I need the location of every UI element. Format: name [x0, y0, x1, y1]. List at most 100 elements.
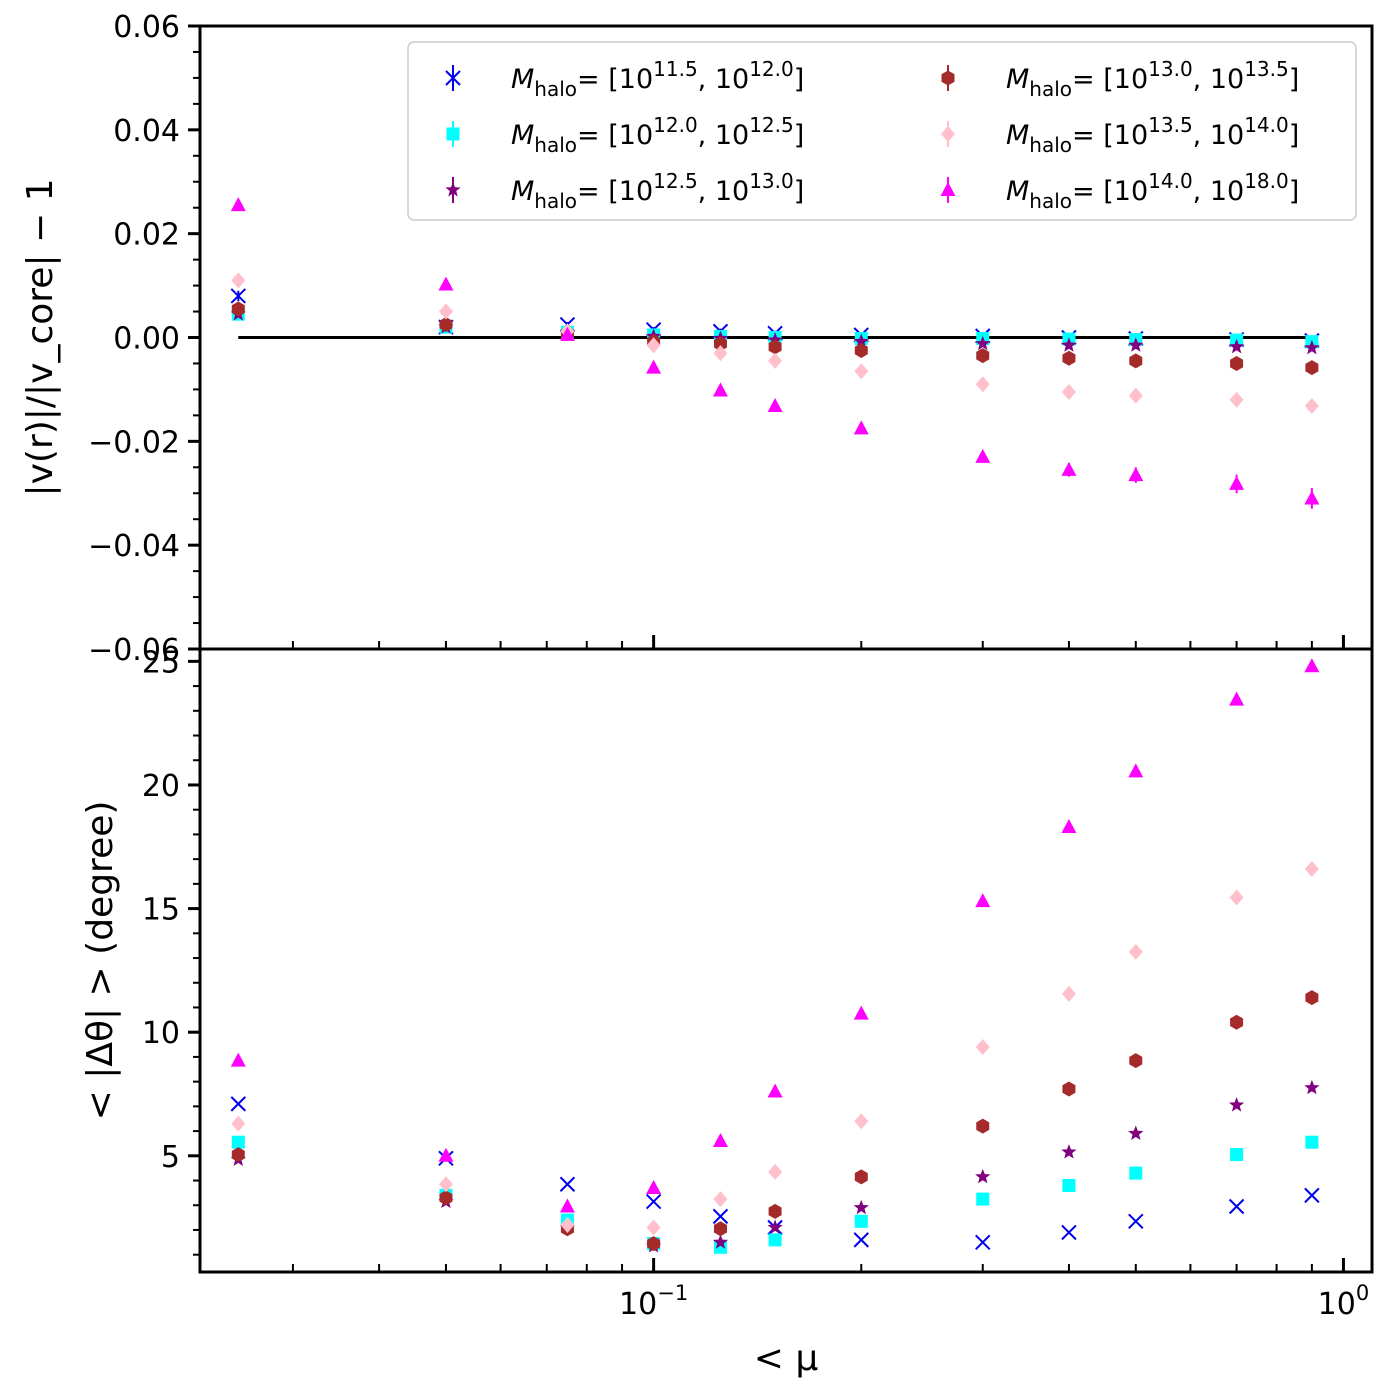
y-tick-label: 25 — [142, 645, 180, 680]
data-point — [1061, 1224, 1077, 1241]
data-point — [438, 1176, 453, 1193]
axis-labels: |v(r)|/|v_core| − 1 < |Δθ| > (degree) < μ — [20, 178, 818, 1379]
data-point — [439, 1190, 453, 1206]
data-point — [768, 352, 783, 369]
data-point — [230, 1052, 246, 1067]
data-point — [853, 1232, 869, 1248]
data-point — [767, 332, 783, 347]
data-point — [1230, 1014, 1244, 1030]
data-point — [768, 339, 782, 355]
data-point — [1304, 339, 1320, 355]
data-point — [1128, 337, 1144, 352]
data-point — [1305, 990, 1319, 1006]
data-point — [976, 348, 990, 364]
data-point — [231, 272, 246, 289]
data-point — [231, 1147, 245, 1163]
data-point — [976, 1118, 990, 1134]
data-point — [713, 336, 727, 352]
top-y-axis-label: |v(r)|/|v_core| − 1 — [20, 178, 61, 496]
data-point — [231, 301, 245, 317]
data-point — [1229, 391, 1244, 408]
legend-marker — [941, 70, 955, 86]
y-tick-label: 20 — [142, 769, 180, 804]
legend-label: Mhalo= [1012.5, 1013.0] — [511, 169, 804, 213]
data-point — [975, 448, 991, 463]
data-point — [438, 1147, 454, 1162]
data-point — [1305, 360, 1319, 376]
bottom-series-3 — [231, 990, 1319, 1252]
data-point — [1229, 691, 1245, 706]
y-tick-label: 0.04 — [113, 114, 180, 149]
data-point — [1061, 1144, 1077, 1159]
y-tick-label: 0.02 — [113, 218, 180, 253]
data-point — [767, 1219, 783, 1234]
data-point — [1061, 384, 1076, 401]
data-point — [559, 1176, 576, 1192]
data-point — [768, 1233, 782, 1247]
data-point — [1128, 387, 1143, 404]
data-point — [1061, 819, 1077, 833]
data-point — [1304, 1187, 1320, 1204]
data-point — [975, 335, 991, 351]
data-point — [646, 337, 661, 354]
data-point — [713, 345, 728, 362]
data-point — [768, 1203, 782, 1219]
data-point — [853, 420, 869, 435]
data-point — [647, 1236, 661, 1252]
data-point — [854, 363, 869, 380]
data-point — [975, 1168, 991, 1184]
legend-marker — [446, 127, 460, 141]
legend-label: Mhalo= [1013.0, 1013.5] — [1006, 57, 1299, 101]
bottom-series-5 — [230, 658, 1320, 1213]
legend-label: Mhalo= [1014.0, 1018.0] — [1006, 169, 1299, 213]
bottom-axes-frame — [198, 647, 1374, 1274]
data-point — [1128, 763, 1144, 778]
legend-label: Mhalo= [1012.0, 1012.5] — [511, 113, 804, 157]
data-point — [712, 1208, 729, 1225]
data-point — [230, 1096, 247, 1112]
y-tick-label: −0.04 — [88, 529, 180, 564]
legend-marker — [941, 126, 955, 142]
data-point — [230, 197, 246, 212]
x-tick-label: 10−1 — [619, 1281, 688, 1322]
data-point — [1228, 1097, 1245, 1112]
data-point — [1228, 1198, 1245, 1215]
data-point — [559, 1198, 575, 1213]
data-point — [1128, 467, 1144, 482]
data-point — [1128, 1125, 1144, 1141]
data-point — [768, 1163, 783, 1180]
data-point — [1230, 355, 1244, 371]
legend-marker — [445, 70, 461, 86]
x-tick-label: 100 — [1318, 1281, 1370, 1322]
top-panel: −0.06 −0.04 −0.02 0.00 0.02 0.04 0.06 — [88, 10, 1374, 668]
data-point — [646, 1179, 662, 1194]
data-point — [560, 1217, 575, 1234]
data-point — [1062, 350, 1076, 366]
data-point — [1129, 353, 1143, 369]
data-point — [853, 1199, 869, 1215]
data-point — [853, 1005, 869, 1020]
data-point — [1228, 338, 1245, 354]
y-tick-label: 0.00 — [113, 322, 180, 357]
data-point — [1304, 398, 1319, 415]
data-point — [438, 303, 453, 320]
legend: Mhalo= [1011.5, 1012.0] Mhalo= [1013.0, 1… — [407, 41, 1357, 221]
data-point — [1304, 490, 1320, 505]
data-point — [230, 288, 247, 304]
data-point — [854, 1169, 868, 1185]
data-point — [975, 893, 991, 908]
data-point — [1128, 1213, 1144, 1230]
x-axis-label: < μ — [754, 1338, 819, 1379]
data-point — [854, 1214, 868, 1228]
data-point — [712, 1234, 729, 1249]
top-series-5 — [230, 197, 1320, 509]
data-point — [1229, 475, 1245, 490]
data-point — [975, 1234, 991, 1251]
data-point — [559, 326, 575, 341]
data-point — [438, 276, 454, 291]
data-point — [231, 1115, 246, 1132]
data-point — [1305, 1135, 1319, 1149]
data-point — [976, 1192, 990, 1206]
legend-label: Mhalo= [1011.5, 1012.0] — [511, 57, 804, 101]
